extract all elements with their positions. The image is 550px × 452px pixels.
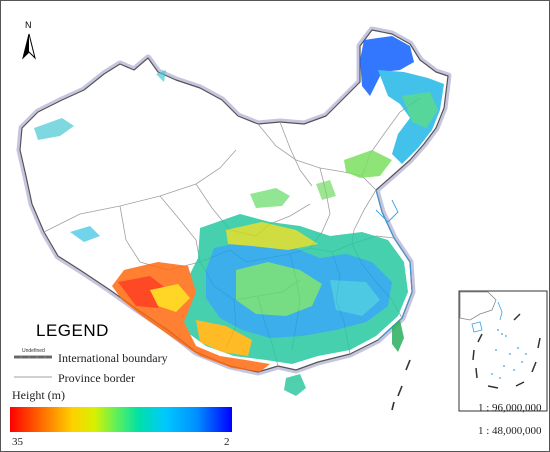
height-color-ramp — [10, 407, 232, 432]
legend-title: LEGEND — [36, 321, 109, 340]
ramp-max-label: 2 — [224, 436, 230, 448]
main-scale-label: 1 : 48,000,000 — [478, 425, 542, 437]
legend-item-international-boundary: International boundary — [58, 351, 168, 365]
inset-scale-label: 1 : 96,000,000 — [478, 402, 542, 414]
legend-symbols — [14, 355, 52, 378]
ramp-min-label: 35 — [12, 436, 23, 448]
height-raster — [34, 36, 444, 396]
south-china-sea-inset — [458, 290, 548, 412]
north-label: N — [25, 20, 32, 30]
coastline — [375, 189, 413, 341]
north-arrow-icon — [22, 33, 36, 60]
maritime-boundary-marks — [391, 359, 411, 411]
legend-small-note: Undefined — [22, 348, 45, 354]
legend-item-province-border: Province border — [58, 371, 135, 385]
height-ramp-title: Height (m) — [12, 388, 65, 402]
